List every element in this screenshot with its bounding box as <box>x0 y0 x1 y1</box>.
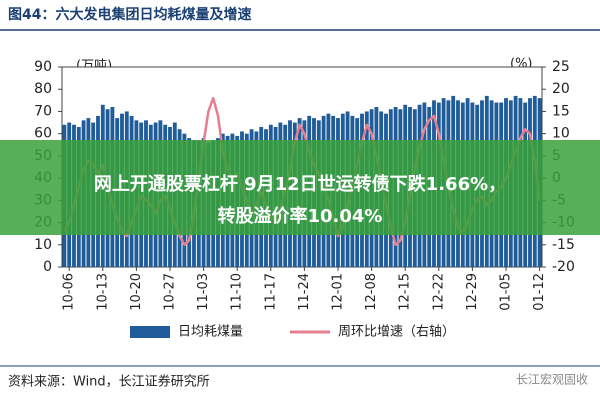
y2-tick-label: 15 <box>552 103 570 119</box>
x-tick-label: 12-15 <box>398 273 413 311</box>
x-tick-label: 11-17 <box>263 273 278 311</box>
legend-label: 周环比增速（右轴） <box>338 325 455 340</box>
y-tick-label: 80 <box>34 81 52 97</box>
y-tick-label: 70 <box>34 103 52 119</box>
overlay-banner <box>0 140 600 235</box>
x-tick-label: 11-24 <box>297 273 312 311</box>
x-tick-label: 10-13 <box>95 273 110 311</box>
x-tick-label: 11-03 <box>196 273 211 311</box>
y2-tick-label: 20 <box>552 81 570 97</box>
legend-label: 日均耗煤量 <box>178 325 243 340</box>
overlay-text: 网上开通股票杠杆 9月12日世运转债下跌1.66%， <box>94 173 506 195</box>
y2-tick-label: -15 <box>552 237 575 253</box>
x-tick-label: 10-06 <box>62 273 77 311</box>
y-tick-label: 10 <box>34 237 52 253</box>
legend-swatch <box>130 326 170 338</box>
x-tick-label: 11-10 <box>230 273 245 311</box>
x-tick-label: 10-20 <box>129 273 144 311</box>
x-tick-label: 10-27 <box>163 273 178 311</box>
y2-tick-label: 10 <box>552 126 570 142</box>
x-tick-label: 12-08 <box>364 273 379 311</box>
y2-tick-label: 25 <box>552 59 570 75</box>
x-tick-label: 12-29 <box>465 273 480 311</box>
x-tick-label: 12-01 <box>331 273 346 311</box>
y2-tick-label: -20 <box>552 259 575 275</box>
x-tick-label: 01-05 <box>499 273 514 311</box>
x-tick-label: 12-22 <box>431 273 446 311</box>
watermark: 长江宏观固收 <box>516 372 588 387</box>
y-tick-label: 60 <box>34 126 52 142</box>
y-tick-label: 0 <box>43 259 52 275</box>
x-tick-label: 01-12 <box>532 273 547 311</box>
chart-title: 图44：六大发电集团日均耗煤量及增速 <box>8 6 251 23</box>
footer-source: 资料来源：Wind，长江证券研究所 <box>8 374 210 390</box>
overlay-text: 转股溢价率10.04% <box>218 205 383 227</box>
y-tick-label: 90 <box>34 59 52 75</box>
